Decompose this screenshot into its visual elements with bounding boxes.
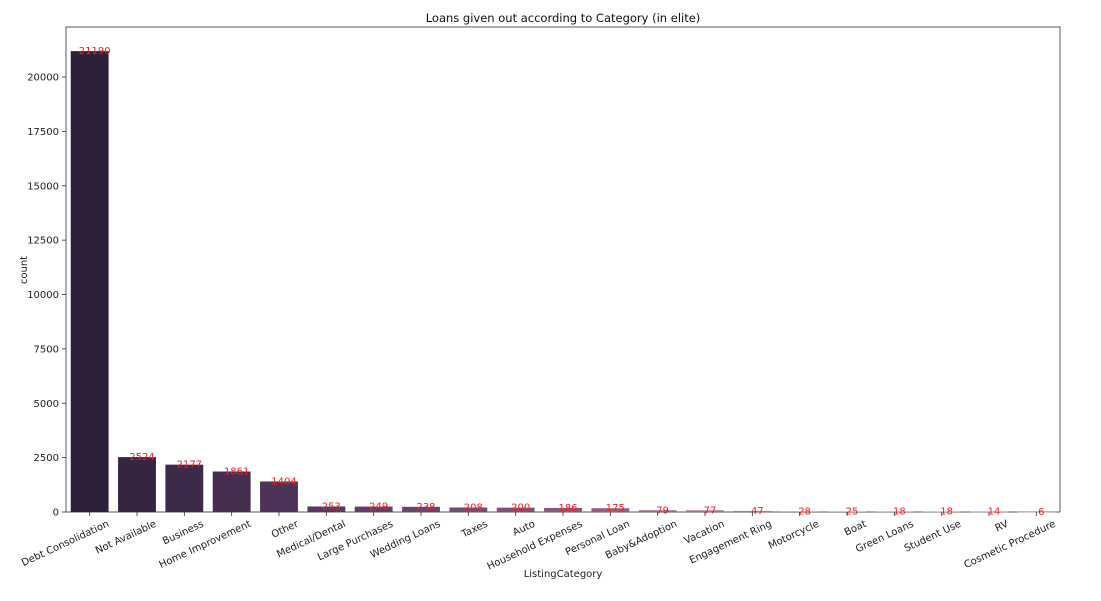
bar-value-label: 79 [656, 505, 669, 516]
x-tick-label: Home Improvement [158, 519, 253, 571]
x-tick-label: Debt Consolidation [20, 519, 111, 569]
x-tick-label: Boat [843, 519, 869, 539]
y-tick-label: 10000 [27, 290, 59, 301]
x-axis-label: ListingCategory [524, 569, 603, 580]
bar-value-label: 28 [798, 506, 811, 517]
bar-value-label: 249 [369, 502, 388, 513]
bar-value-label: 2177 [177, 460, 202, 471]
bar [496, 507, 535, 512]
bar-value-label: 77 [704, 505, 717, 516]
bar-value-label: 18 [940, 507, 953, 518]
bar-value-label: 21190 [79, 46, 111, 57]
bar [449, 507, 488, 512]
y-tick-label: 0 [53, 508, 59, 519]
y-tick-label: 20000 [27, 73, 59, 84]
bar-value-label: 238 [416, 502, 435, 513]
bar-value-label: 6 [1038, 507, 1044, 518]
y-tick-label: 17500 [27, 127, 59, 138]
x-tick-label: Taxes [459, 519, 490, 541]
x-tick-label: Cosmetic Procedure [962, 519, 1057, 571]
bar [307, 506, 346, 512]
bar [780, 511, 819, 512]
bar-value-label: 2524 [129, 452, 154, 463]
bar [402, 506, 440, 512]
x-tick-label: RV [994, 519, 1011, 535]
bar [212, 471, 251, 512]
x-tick-label: Auto [511, 519, 537, 539]
bar [922, 511, 961, 513]
bar [733, 510, 772, 512]
bar-value-label: 47 [751, 506, 764, 517]
bar-value-label: 200 [511, 503, 530, 514]
y-tick-label: 15000 [27, 181, 59, 192]
x-tick-label: Other [270, 518, 301, 540]
y-tick-label: 7500 [34, 344, 59, 355]
bar-value-label: 14 [988, 507, 1001, 518]
bars [70, 51, 1056, 513]
y-tick-label: 2500 [34, 453, 59, 464]
bar [544, 507, 582, 512]
bar-value-label: 1861 [224, 467, 249, 478]
plot-frame [65, 26, 1061, 513]
bar [828, 511, 866, 512]
bar-value-label: 253 [322, 501, 341, 512]
y-axis-label: count [19, 256, 30, 284]
bar [165, 464, 204, 512]
bar-value-label: 1404 [271, 476, 296, 487]
bar [970, 511, 1008, 513]
bar [260, 481, 298, 512]
bar [686, 510, 724, 512]
bar-value-label: 186 [558, 503, 577, 514]
bar [118, 457, 156, 512]
bar-value-label: 25 [846, 506, 859, 517]
bar-value-label: 18 [893, 507, 906, 518]
y-tick-label: 12500 [27, 236, 59, 247]
bar [875, 511, 914, 513]
bar [591, 508, 630, 512]
bar [70, 51, 109, 512]
y-axis: 0 2500 5000 7500 10000 12500 15000 17500 20000 [27, 73, 66, 519]
x-tick-label: Engagement Ring [688, 519, 774, 567]
bar [638, 510, 677, 512]
x-tick-label: Motorcycle [767, 519, 821, 552]
bar [354, 506, 393, 512]
y-tick-label: 5000 [34, 399, 59, 410]
chart-title: Loans given out according to Category (i… [426, 11, 701, 25]
bar-value-label: 208 [464, 502, 483, 513]
bar-value-label: 175 [606, 503, 625, 514]
